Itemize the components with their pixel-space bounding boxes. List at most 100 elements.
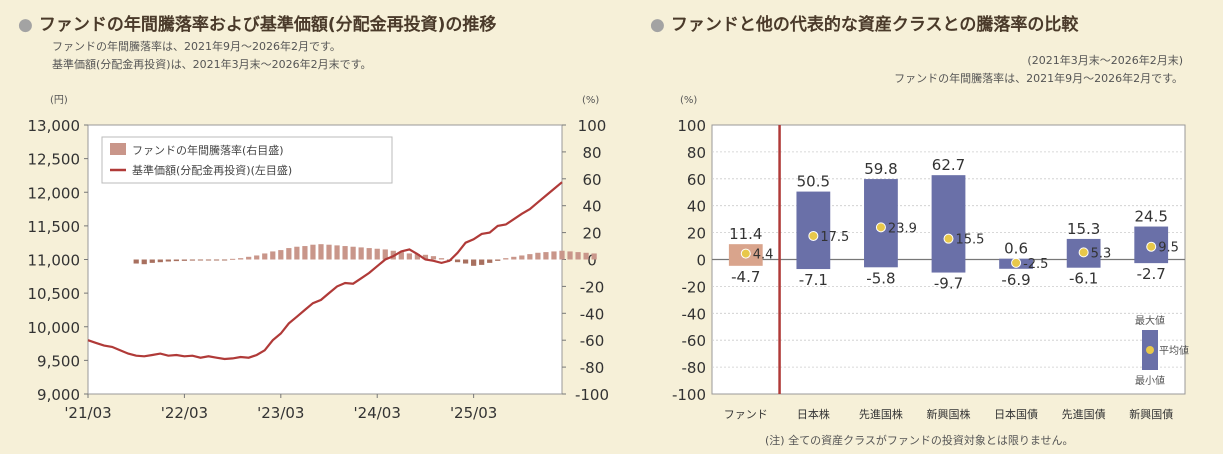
return-bar — [519, 255, 525, 260]
return-bar — [398, 252, 404, 260]
asset-comparison-panel: ● ファンドと他の代表的な資産クラスとの騰落率の比較 (2021年3月末～2026… — [640, 0, 1223, 454]
avg-marker — [943, 233, 954, 244]
return-bar — [229, 258, 236, 260]
right-title: ● ファンドと他の代表的な資産クラスとの騰落率の比較 — [650, 10, 1078, 35]
y-tick-label: 0 — [696, 252, 706, 270]
return-bar — [133, 259, 139, 264]
right-y-tick-label: 0 — [587, 252, 597, 270]
left-y-tick-label: 10,500 — [28, 285, 81, 303]
return-bar — [181, 259, 188, 261]
right-y-tick-label: -20 — [580, 278, 605, 296]
max-value-label: 59.8 — [864, 160, 897, 178]
bullet-icon: ● — [18, 15, 33, 35]
avg-marker — [1146, 241, 1157, 252]
return-bar — [254, 255, 260, 260]
return-bar — [438, 258, 445, 260]
return-bar — [551, 251, 557, 260]
legend-box — [101, 136, 393, 184]
return-bar — [495, 259, 501, 261]
range-bar — [796, 191, 831, 270]
category-label: 先進国株 — [859, 407, 903, 421]
left-title: ● ファンドの年間騰落率および基準価額(分配金再投資)の推移 — [18, 10, 496, 35]
fund-return-nav-panel: ● ファンドの年間騰落率および基準価額(分配金再投資)の推移 ファンドの年間騰落率… — [18, 10, 609, 422]
y-tick-label: -40 — [682, 305, 707, 323]
bullet-icon: ● — [650, 15, 665, 35]
left-y-tick-label: 11,000 — [28, 252, 81, 270]
min-value-label: -5.8 — [866, 269, 895, 287]
category-label: 日本株 — [797, 407, 830, 421]
right-axis-unit: (%) — [582, 95, 599, 106]
return-bar — [567, 251, 573, 260]
legend-avg-marker — [1146, 346, 1154, 354]
return-bar — [213, 259, 220, 261]
left-y-tick-label: 10,000 — [28, 319, 81, 337]
return-bar — [149, 259, 155, 263]
y-tick-label: -80 — [682, 359, 707, 377]
range-bar — [931, 175, 966, 273]
return-bar — [173, 259, 179, 262]
return-bar — [318, 244, 324, 260]
return-bar — [382, 249, 388, 260]
max-value-label: 24.5 — [1135, 208, 1168, 226]
return-bar — [221, 259, 228, 261]
return-bar — [543, 252, 549, 260]
return-bar — [591, 253, 597, 260]
return-bar — [302, 246, 308, 260]
avg-value-label: 23.9 — [888, 221, 917, 236]
left-note-2: 基準価額(分配金再投資)は、2021年3月末～2026年2月末です。 — [52, 58, 372, 71]
min-value-label: -6.9 — [1001, 271, 1030, 289]
min-value-label: -4.7 — [731, 268, 760, 286]
left-y-tick-label: 9,500 — [37, 352, 80, 370]
nav-line — [87, 181, 563, 361]
right-y-tick-label: -100 — [575, 386, 609, 404]
avg-value-label: 9.5 — [1158, 241, 1179, 256]
avg-value-label: 15.5 — [956, 233, 985, 248]
return-bar — [366, 248, 372, 260]
return-bar — [559, 250, 565, 260]
avg-value-label: 17.5 — [820, 230, 849, 245]
min-value-label: -6.1 — [1069, 270, 1098, 288]
right-y-tick-label: 40 — [582, 198, 601, 216]
category-label: ファンド — [724, 408, 768, 421]
return-bar — [374, 248, 380, 260]
max-value-label: 62.7 — [932, 156, 965, 174]
left-y-tick-label: 12,000 — [28, 184, 81, 202]
return-bar — [414, 254, 421, 260]
left-axis-unit: (円) — [50, 95, 68, 106]
legend-max-label: 最大値 — [1135, 314, 1165, 327]
max-value-label: 15.3 — [1067, 220, 1100, 238]
return-bar — [326, 244, 332, 260]
return-bar — [350, 246, 356, 260]
right-note-1: (2021年3月末～2026年2月末) — [1027, 54, 1183, 67]
category-label: 新興国株 — [927, 407, 971, 421]
return-bar — [358, 247, 364, 260]
right-y-tick-label: -80 — [580, 359, 605, 377]
return-bar — [430, 256, 437, 260]
y-tick-label: 20 — [687, 225, 706, 243]
category-label: 先進国債 — [1062, 407, 1106, 421]
y-tick-label: 100 — [677, 117, 706, 135]
return-bar — [205, 259, 212, 261]
return-bar — [189, 259, 196, 261]
return-bar — [479, 259, 485, 265]
y-tick-label: -60 — [682, 332, 707, 350]
return-bar — [197, 259, 204, 261]
return-bar — [454, 259, 461, 263]
left-y-tick-label: 9,000 — [37, 386, 80, 404]
return-bar — [462, 259, 469, 264]
y-tick-label: -100 — [672, 386, 706, 404]
return-bar — [334, 245, 340, 260]
x-tick-label: '21/03 — [64, 404, 111, 422]
y-tick-label: 60 — [687, 171, 706, 189]
legend-return-label: ファンドの年間騰落率(右目盛) — [132, 143, 284, 157]
return-bar — [141, 259, 147, 265]
legend-bar-swatch — [110, 143, 126, 155]
right-y-tick-label: 20 — [582, 225, 601, 243]
return-bar — [342, 246, 348, 260]
right-title-text: ファンドと他の代表的な資産クラスとの騰落率の比較 — [670, 15, 1079, 35]
right-y-tick-label: -60 — [580, 332, 605, 350]
min-value-label: -7.1 — [799, 271, 828, 289]
avg-marker — [875, 222, 886, 233]
right-y-tick-label: 100 — [578, 117, 607, 135]
return-bar — [286, 248, 292, 260]
